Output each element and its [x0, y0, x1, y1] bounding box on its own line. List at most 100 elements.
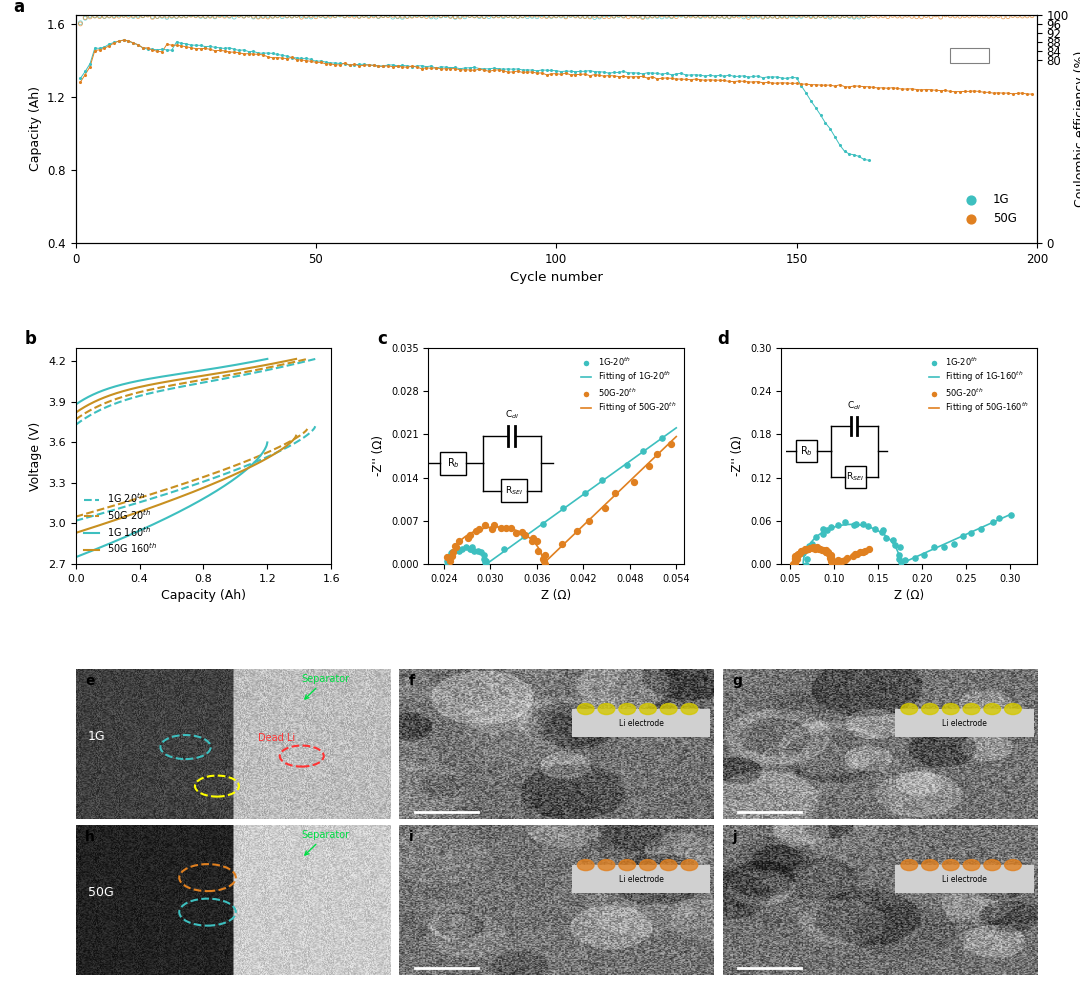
Point	[249, 9, 267, 25]
Point	[596, 7, 613, 23]
Point	[457, 539, 474, 555]
Point	[811, 542, 828, 558]
Point	[773, 75, 791, 91]
Point	[442, 554, 459, 569]
Point	[245, 46, 262, 62]
Point	[106, 35, 123, 51]
Point	[989, 85, 1007, 100]
Point	[716, 9, 733, 25]
Point	[799, 541, 816, 557]
Point	[816, 77, 834, 93]
Point	[475, 552, 492, 567]
Point	[535, 552, 552, 567]
Point	[326, 55, 343, 71]
Point	[451, 8, 469, 24]
Point	[490, 61, 508, 77]
Text: b: b	[25, 330, 37, 348]
Point	[618, 457, 635, 473]
Point	[754, 75, 771, 91]
Point	[173, 38, 190, 54]
Point	[836, 514, 853, 530]
Point	[220, 8, 238, 24]
Point	[449, 542, 467, 558]
Point	[264, 8, 281, 24]
Point	[826, 8, 843, 24]
Text: g: g	[732, 674, 742, 688]
Point	[130, 36, 147, 52]
Point	[384, 57, 402, 73]
Point	[500, 64, 517, 80]
Point	[653, 429, 671, 445]
Point	[336, 55, 353, 71]
Point	[100, 38, 118, 54]
Point	[735, 74, 753, 90]
Point	[288, 8, 306, 24]
Point	[96, 39, 113, 55]
Point	[486, 517, 503, 533]
Point	[814, 526, 832, 542]
Point	[422, 8, 440, 24]
Point	[956, 8, 973, 24]
Legend: 1G-20$^{th}$, Fitting of 1G-160$^{th}$, 50G-20$^{th}$, Fitting of 50G-160$^{th}$: 1G-20$^{th}$, Fitting of 1G-160$^{th}$, …	[926, 352, 1032, 419]
Point	[577, 9, 594, 25]
Point	[701, 8, 718, 24]
Point	[322, 8, 339, 24]
Point	[418, 7, 435, 23]
Point	[889, 8, 906, 24]
Point	[528, 63, 545, 79]
Point	[514, 62, 531, 78]
Point	[81, 8, 98, 24]
Point	[946, 84, 963, 99]
Point	[468, 524, 485, 540]
Point	[490, 8, 508, 24]
Point	[735, 68, 753, 84]
Point	[120, 33, 137, 49]
Point	[706, 8, 724, 24]
Point	[820, 544, 837, 559]
Point	[605, 8, 622, 24]
Point	[818, 543, 835, 558]
Point	[946, 8, 963, 24]
Point	[711, 72, 728, 88]
Point	[750, 68, 767, 84]
Point	[399, 9, 416, 25]
Point	[149, 42, 166, 58]
Point	[891, 539, 908, 555]
Point	[793, 544, 810, 559]
Text: Separator: Separator	[301, 674, 350, 699]
Point	[754, 9, 771, 25]
Point	[177, 35, 194, 51]
Point	[110, 7, 127, 23]
Point	[648, 65, 665, 81]
Point	[726, 74, 743, 90]
Point	[860, 153, 877, 168]
Point	[302, 8, 320, 24]
Point	[375, 8, 392, 24]
Point	[413, 8, 430, 24]
Point	[470, 543, 487, 558]
Point	[308, 9, 325, 25]
Point	[167, 9, 185, 25]
Point	[663, 71, 680, 87]
Point	[834, 554, 851, 569]
Point	[159, 8, 176, 24]
Point	[167, 37, 185, 53]
Point	[567, 8, 584, 24]
Point	[341, 57, 359, 73]
Point	[226, 41, 243, 57]
Point	[913, 82, 930, 98]
Point	[860, 79, 877, 95]
Y-axis label: Coulombic efficiency (%): Coulombic efficiency (%)	[1075, 50, 1080, 207]
Point	[764, 8, 781, 24]
Point	[369, 58, 387, 74]
Point	[485, 62, 502, 78]
Point	[144, 9, 161, 25]
Point	[279, 48, 296, 64]
Point	[683, 8, 700, 24]
Point	[438, 558, 456, 573]
Point	[124, 35, 141, 51]
Point	[264, 45, 281, 61]
Point	[437, 59, 455, 75]
Point	[596, 500, 613, 516]
Point	[740, 8, 757, 24]
